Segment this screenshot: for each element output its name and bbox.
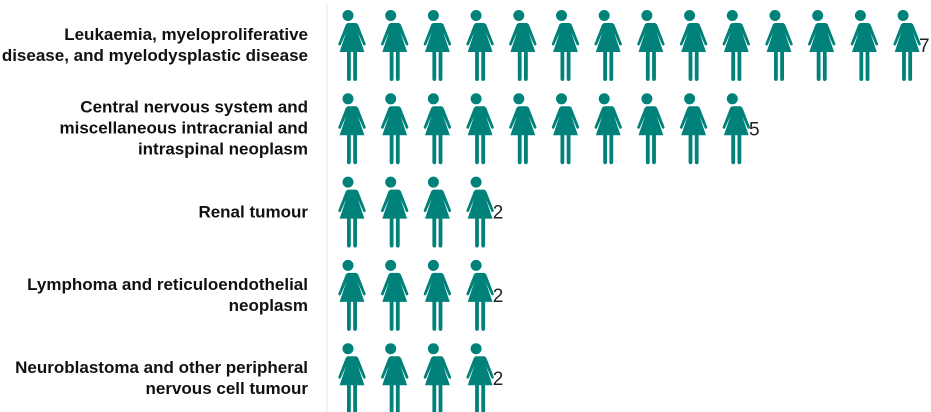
person-icon — [423, 93, 452, 165]
person-icon — [722, 93, 751, 165]
person-icon — [380, 343, 409, 412]
category-label: Central nervous system and miscellaneous… — [59, 97, 308, 159]
value-label: 2 — [493, 369, 504, 390]
category-label: Renal tumour — [198, 202, 308, 222]
person-icon — [338, 10, 366, 81]
person-icon — [338, 343, 366, 412]
person-icon — [509, 93, 537, 165]
person-icon — [466, 10, 494, 81]
person-icon — [594, 93, 622, 165]
icon-row — [338, 343, 494, 412]
person-icon — [551, 10, 580, 81]
person-icon — [466, 259, 494, 331]
category-label: Neuroblastoma and other peripheral nervo… — [15, 358, 308, 399]
person-icon — [509, 10, 537, 81]
person-icon — [423, 10, 452, 81]
person-icon — [466, 93, 494, 165]
category-label: Lymphoma and reticuloendothelial neoplas… — [27, 274, 308, 315]
person-icon — [893, 10, 921, 81]
value-label: 2 — [493, 286, 504, 307]
icon-row — [338, 176, 494, 248]
icon-row — [338, 259, 494, 331]
person-icon — [423, 176, 452, 248]
person-icon — [722, 10, 751, 81]
person-icon — [807, 10, 836, 81]
person-icon — [679, 10, 708, 81]
person-icon — [380, 176, 409, 248]
person-icon — [637, 10, 665, 81]
person-icon — [850, 10, 879, 81]
icon-row — [338, 93, 751, 165]
person-icon — [338, 176, 366, 248]
person-icon — [338, 259, 366, 331]
value-label: 7 — [919, 36, 930, 57]
person-icon — [765, 10, 793, 81]
person-icon — [466, 176, 494, 248]
person-icon — [637, 93, 665, 165]
value-label: 2 — [493, 203, 504, 224]
icon-row — [338, 10, 921, 81]
person-icon — [594, 10, 622, 81]
person-icon — [466, 343, 494, 412]
person-icon — [380, 93, 409, 165]
category-label: Leukaemia, myeloproliferative disease, a… — [1, 25, 308, 65]
person-icon — [679, 93, 708, 165]
person-icon — [423, 343, 452, 412]
person-icon — [380, 259, 409, 331]
person-icon — [423, 259, 452, 331]
person-icon — [338, 93, 366, 165]
person-icon — [551, 93, 580, 165]
value-label: 5 — [749, 119, 760, 140]
person-icon — [380, 10, 409, 81]
